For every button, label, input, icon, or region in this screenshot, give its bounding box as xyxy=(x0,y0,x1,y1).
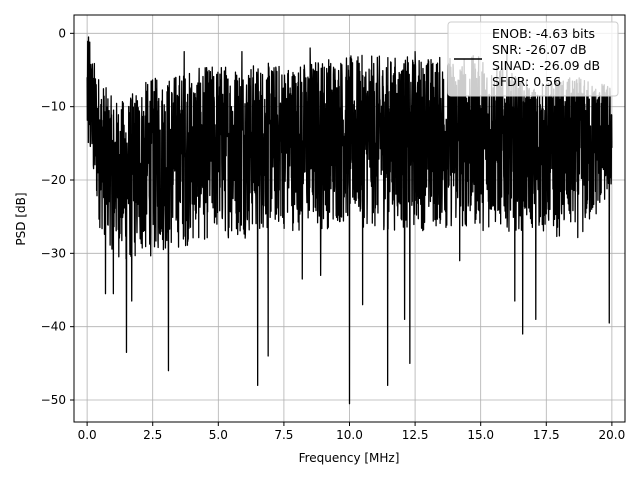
x-axis-label: Frequency [MHz] xyxy=(299,451,400,465)
legend-box xyxy=(447,21,619,97)
x-tick-label: 10.0 xyxy=(336,428,363,442)
x-tick-label: 12.5 xyxy=(402,428,429,442)
y-tick-label: −30 xyxy=(41,246,66,260)
y-tick-label: −20 xyxy=(41,173,66,187)
y-axis-label: PSD [dB] xyxy=(14,192,28,245)
y-tick-label: −50 xyxy=(41,393,66,407)
x-tick-label: 7.5 xyxy=(274,428,293,442)
x-tick-label: 5.0 xyxy=(209,428,228,442)
y-tick-label: −40 xyxy=(41,320,66,334)
legend-entry: ENOB: -4.63 bits xyxy=(492,26,595,41)
x-tick-label: 15.0 xyxy=(467,428,494,442)
legend-entry: SFDR: 0.56 xyxy=(492,74,561,89)
x-tick-label: 2.5 xyxy=(143,428,162,442)
ticks: 0.0 2.5 5.0 7.5 10.0 12.5 15.0 17.5 20.0 0 −10 −20 −… xyxy=(41,26,626,442)
y-tick-label: 0 xyxy=(58,26,66,40)
x-tick-label: 20.0 xyxy=(599,428,626,442)
legend-entry: SINAD: -26.09 dB xyxy=(492,58,600,73)
legend-entry: SNR: -26.07 dB xyxy=(492,42,587,57)
psd-trace xyxy=(86,36,613,405)
x-tick-label: 0.0 xyxy=(78,428,97,442)
y-tick-label: −10 xyxy=(41,100,66,114)
x-tick-label: 17.5 xyxy=(533,428,560,442)
psd-series xyxy=(86,36,613,405)
